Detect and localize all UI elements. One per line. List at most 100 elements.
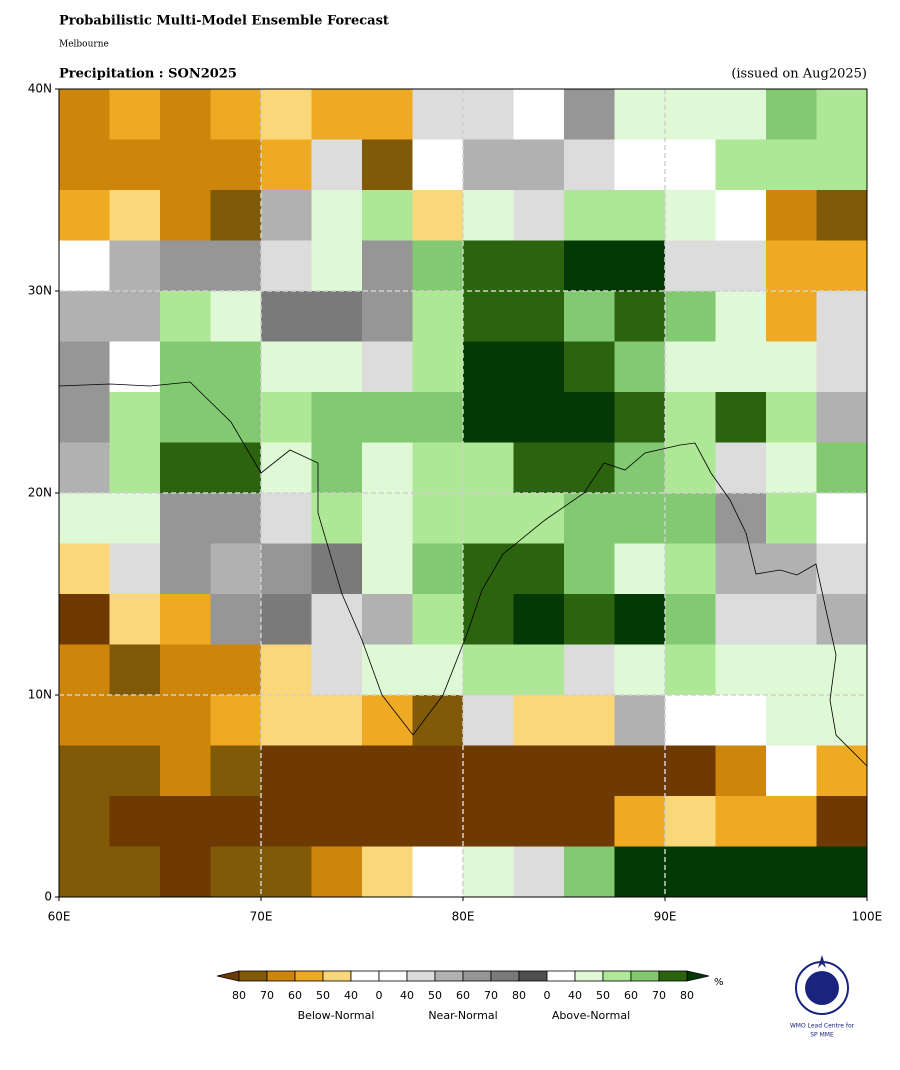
legend-swatch — [546, 970, 576, 982]
grid-cell — [160, 341, 211, 393]
grid-cell — [766, 89, 817, 140]
legend-swatch — [406, 970, 436, 982]
grid-cell — [412, 644, 464, 696]
grid-cell — [210, 291, 262, 342]
grid-cell — [210, 442, 262, 494]
grid-cell — [614, 594, 666, 645]
grid-cell — [311, 493, 363, 544]
grid-cell — [513, 695, 565, 746]
grid-cell — [816, 695, 868, 746]
grid-cell — [816, 543, 868, 595]
grid-cell — [412, 89, 464, 140]
grid-cell — [715, 139, 767, 191]
grid-cell — [59, 139, 110, 191]
legend-swatch — [294, 970, 324, 982]
grid-cell — [261, 392, 312, 443]
grid-cell — [564, 190, 615, 241]
legend-tick-label: 70 — [484, 989, 498, 1002]
grid-cell — [109, 291, 161, 342]
grid-cell — [160, 190, 211, 241]
grid-cell — [59, 695, 110, 746]
grid-cell — [412, 392, 464, 443]
grid-cell — [261, 644, 312, 696]
grid-cell — [564, 493, 615, 544]
grid-cell — [463, 644, 514, 696]
grid-cell — [210, 392, 262, 443]
legend-swatch — [378, 970, 408, 982]
y-tick-label: 0 — [44, 890, 52, 904]
legend-tick-label: 80 — [232, 989, 246, 1002]
grid-cell — [513, 392, 565, 443]
grid-cell — [816, 493, 868, 544]
legend-swatch — [238, 970, 268, 982]
grid-cell — [816, 392, 868, 443]
grid-cell — [816, 190, 868, 241]
grid-cell — [261, 139, 312, 191]
x-tick-label: 80E — [452, 910, 475, 924]
grid-cell — [715, 442, 767, 494]
legend-swatch — [462, 970, 492, 982]
legend-tick-label: 60 — [288, 989, 302, 1002]
x-tick-label: 60E — [48, 910, 71, 924]
grid-cell — [766, 139, 817, 191]
grid-cell — [412, 240, 464, 292]
grid-cell — [261, 846, 312, 898]
grid-cell — [564, 745, 615, 797]
legend-tick-label: 50 — [596, 989, 610, 1002]
logo: WMO Lead Centre for SP MME — [790, 955, 855, 1039]
grid-cell — [59, 190, 110, 241]
grid-cell — [564, 442, 615, 494]
grid-cell — [715, 493, 767, 544]
legend-swatch — [630, 970, 660, 982]
grid-cell — [665, 240, 716, 292]
y-tick-label: 40N — [28, 82, 52, 96]
grid-cell — [715, 240, 767, 292]
grid-cell — [614, 341, 666, 393]
legend-tick-label: 50 — [428, 989, 442, 1002]
grid-cell — [513, 291, 565, 342]
legend-tick-label: 50 — [316, 989, 330, 1002]
grid-cell — [513, 240, 565, 292]
grid-cell — [362, 442, 413, 494]
grid-cell — [210, 745, 262, 797]
grid-cell — [109, 392, 161, 443]
grid-cells — [59, 89, 868, 898]
grid-cell — [513, 89, 565, 140]
grid-cell — [160, 89, 211, 140]
grid-cell — [412, 745, 464, 797]
grid-cell — [766, 442, 817, 494]
grid-cell — [160, 796, 211, 847]
grid-cell — [412, 796, 464, 847]
grid-cell — [109, 139, 161, 191]
grid-cell — [362, 493, 413, 544]
grid-cell — [564, 89, 615, 140]
grid-cell — [412, 543, 464, 595]
grid-cell — [261, 745, 312, 797]
title: Probabilistic Multi-Model Ensemble Forec… — [59, 14, 389, 29]
grid-cell — [715, 291, 767, 342]
grid-cell — [816, 442, 868, 494]
grid-cell — [109, 493, 161, 544]
grid-cell — [412, 139, 464, 191]
legend-group-label: Above-Normal — [552, 1009, 630, 1022]
grid-cell — [362, 190, 413, 241]
grid-cell — [715, 594, 767, 645]
grid-cell — [261, 695, 312, 746]
grid-cell — [362, 644, 413, 696]
grid-cell — [463, 291, 514, 342]
grid-cell — [59, 291, 110, 342]
grid-cell — [766, 695, 817, 746]
grid-cell — [614, 493, 666, 544]
grid-cell — [59, 543, 110, 595]
legend-unit: % — [714, 977, 724, 988]
grid-cell — [513, 190, 565, 241]
grid-cell — [210, 89, 262, 140]
legend-swatch — [574, 970, 604, 982]
grid-cell — [210, 695, 262, 746]
grid-cell — [311, 745, 363, 797]
grid-cell — [766, 190, 817, 241]
grid-cell — [564, 594, 615, 645]
grid-cell — [261, 493, 312, 544]
grid-cell — [766, 846, 817, 898]
